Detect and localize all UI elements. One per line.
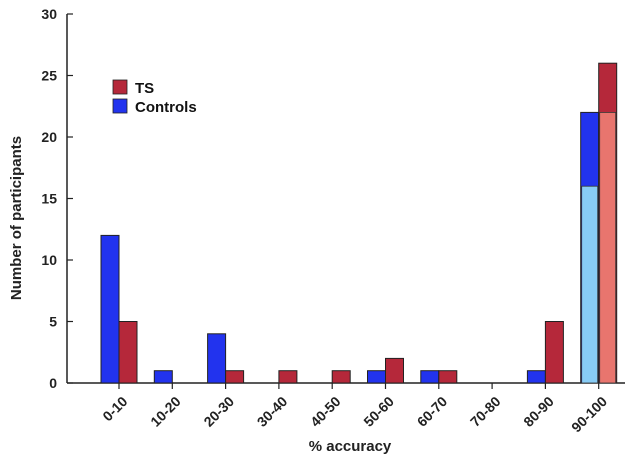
bar-controls-highlight-90-100 xyxy=(581,185,599,384)
bar-ts-20-30 xyxy=(225,370,245,384)
bar-controls-20-30 xyxy=(207,333,227,384)
legend-label-ts: TS xyxy=(135,80,154,97)
bar-ts-60-70 xyxy=(438,370,458,384)
x-tick-label: 70-80 xyxy=(467,393,504,430)
y-axis: 0 5 10 15 20 25 30 xyxy=(41,6,73,391)
legend-swatch-controls xyxy=(112,98,128,114)
y-tick-label: 5 xyxy=(49,314,57,330)
y-tick-label: 15 xyxy=(41,191,57,207)
legend: TS Controls xyxy=(112,79,197,116)
x-tick-label: 80-90 xyxy=(520,393,557,430)
bar-controls-50-60 xyxy=(367,370,386,384)
x-axis: 0-10 10-20 20-30 30-40 40-50 50-60 60-70 70-80 8… xyxy=(67,382,625,435)
bar-controls-80-90 xyxy=(526,370,546,384)
x-tick-label: 50-60 xyxy=(360,393,397,430)
y-axis-title: Number of participants xyxy=(8,136,25,300)
bars xyxy=(100,62,618,384)
legend-label-controls: Controls xyxy=(135,99,197,116)
bar-ts-40-50 xyxy=(331,370,351,384)
bar-ts-30-40 xyxy=(278,370,298,384)
y-tick-label: 30 xyxy=(41,6,57,22)
y-tick-label: 25 xyxy=(41,68,57,84)
x-tick-label: 20-30 xyxy=(200,393,237,430)
x-axis-title: % accuracy xyxy=(309,438,392,455)
x-tick-label: 0-10 xyxy=(99,393,130,424)
bar-ts-80-90 xyxy=(544,321,564,384)
bar-ts-0-10 xyxy=(118,321,138,384)
x-tick-label: 90-100 xyxy=(568,393,610,435)
legend-swatch-ts xyxy=(112,79,128,95)
bar-ts-highlight-90-100 xyxy=(599,112,617,384)
bar-ts-50-60 xyxy=(385,357,404,384)
bar-controls-60-70 xyxy=(420,370,440,384)
x-tick-label: 40-50 xyxy=(307,393,344,430)
y-tick-label: 0 xyxy=(49,375,57,391)
bar-controls-10-20 xyxy=(153,370,173,384)
bar-controls-0-10 xyxy=(100,234,120,384)
x-tick-label: 60-70 xyxy=(414,393,451,430)
x-tick-label: 10-20 xyxy=(147,393,184,430)
y-tick-label: 10 xyxy=(41,252,57,268)
y-tick-label: 20 xyxy=(41,129,57,145)
x-tick-label: 30-40 xyxy=(254,393,291,430)
